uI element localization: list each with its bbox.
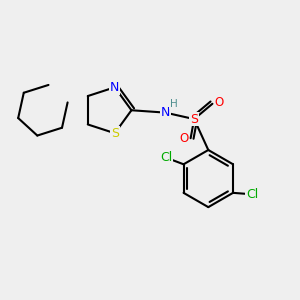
Text: Cl: Cl [160,151,172,164]
Text: Cl: Cl [246,188,258,201]
Text: O: O [179,132,189,145]
Text: N: N [160,106,170,119]
Text: N: N [110,81,119,94]
Text: H: H [170,99,177,109]
Text: S: S [190,112,198,126]
Text: S: S [111,127,119,140]
Text: O: O [214,96,224,109]
